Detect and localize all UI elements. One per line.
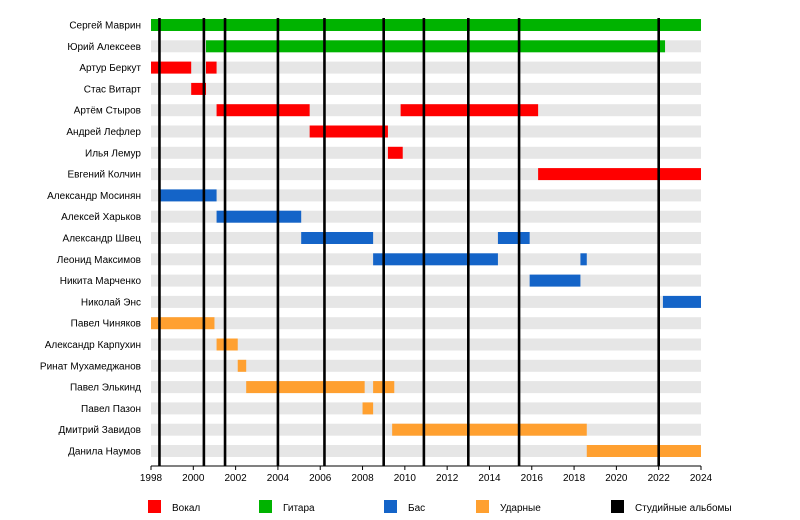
member-bar — [309, 125, 388, 138]
member-bar — [387, 146, 403, 159]
x-tick-label: 2008 — [351, 473, 374, 484]
album-lines — [158, 18, 660, 466]
row-background — [151, 317, 701, 330]
member-bar — [151, 61, 192, 74]
x-tick-label: 2010 — [394, 473, 417, 484]
row-background — [151, 274, 701, 287]
legend-label: Вокал — [172, 503, 200, 514]
member-bar — [151, 317, 215, 330]
member-bar — [246, 381, 365, 394]
member-bar — [373, 253, 498, 266]
row-background — [151, 295, 701, 308]
member-label: Сергей Маврин — [69, 21, 141, 32]
member-label: Павел Пазон — [81, 404, 141, 415]
member-label: Павел Элькинд — [70, 383, 141, 394]
member-label: Стас Витарт — [84, 84, 142, 95]
legend-swatch — [384, 500, 397, 513]
member-label: Александр Мосинян — [47, 191, 141, 202]
legend-swatch — [611, 500, 624, 513]
row-background — [151, 61, 701, 74]
row-background — [151, 359, 701, 372]
legend-label: Ударные — [500, 503, 541, 514]
row-background — [151, 232, 701, 244]
member-bar — [237, 359, 247, 372]
x-tick-label: 2006 — [309, 473, 332, 484]
member-bar — [301, 232, 374, 244]
member-bar — [580, 253, 587, 266]
x-tick-label: 2002 — [224, 473, 247, 484]
member-label: Александр Карпухин — [45, 340, 141, 351]
member-label: Евгений Колчин — [67, 170, 141, 181]
member-label: Андрей Лефлер — [66, 126, 141, 138]
member-label: Артур Беркут — [79, 63, 141, 74]
member-bar — [191, 82, 206, 95]
member-label: Николай Энс — [81, 297, 141, 308]
x-tick-label: 2004 — [267, 473, 290, 484]
x-tick-label: 2014 — [478, 473, 501, 484]
member-bars — [151, 19, 701, 457]
legend-swatch — [476, 500, 489, 513]
x-tick-label: 1998 — [140, 473, 163, 484]
member-label: Никита Марченко — [60, 276, 142, 287]
legend-label: Студийные альбомы — [635, 502, 732, 514]
legend: Вокал Гитара Бас Ударные Студийные альбомы — [148, 500, 732, 514]
member-labels: Сергей Маврин Юрий Алексеев Артур Беркут Ст… — [40, 21, 142, 458]
row-background — [151, 189, 701, 202]
member-label: Данила Наумов — [68, 447, 141, 458]
member-label: Юрий Алексеев — [67, 42, 141, 53]
x-tick-label: 2012 — [436, 473, 459, 484]
member-label: Александр Швец — [63, 234, 142, 245]
member-bar — [362, 402, 374, 415]
member-bar — [538, 168, 701, 181]
row-background — [151, 445, 701, 457]
row-background — [151, 125, 701, 138]
member-bar — [159, 189, 217, 202]
row-background — [151, 146, 701, 159]
member-label: Алексей Харьков — [61, 212, 141, 223]
row-background — [151, 338, 701, 351]
x-tick-label: 2018 — [563, 473, 586, 484]
row-background — [151, 381, 701, 394]
row-background — [151, 82, 701, 95]
x-tick-label: 2016 — [521, 473, 544, 484]
x-tick-label: 2024 — [690, 473, 713, 484]
row-background — [151, 402, 701, 415]
member-bar — [497, 232, 530, 244]
legend-swatch — [148, 500, 161, 513]
member-label: Дмитрий Завидов — [58, 425, 141, 436]
member-bar — [216, 210, 302, 223]
member-label: Леонид Максимов — [57, 255, 141, 266]
member-bar — [206, 61, 217, 74]
member-bar — [586, 445, 701, 457]
member-bar — [216, 104, 310, 117]
x-axis: 1998 2000 2002 2004 2006 2008 2010 2012 2014 2016… — [140, 465, 713, 484]
member-bar — [216, 338, 238, 351]
member-label: Артём Стыров — [74, 106, 141, 117]
legend-label: Бас — [408, 503, 425, 514]
legend-label: Гитара — [283, 503, 315, 514]
member-label: Илья Лемур — [85, 148, 141, 159]
x-tick-label: 2020 — [605, 473, 628, 484]
member-bar — [662, 295, 701, 308]
member-label: Ринат Мухамеджанов — [40, 361, 141, 372]
member-label: Павел Чиняков — [71, 319, 141, 330]
background-stripes — [151, 19, 701, 457]
x-tick-label: 2022 — [648, 473, 671, 484]
member-bar — [392, 423, 587, 436]
x-tick-label: 2000 — [182, 473, 205, 484]
legend-swatch — [259, 500, 272, 513]
member-bar — [529, 274, 581, 287]
member-bar — [206, 40, 666, 53]
member-bar — [151, 19, 701, 31]
